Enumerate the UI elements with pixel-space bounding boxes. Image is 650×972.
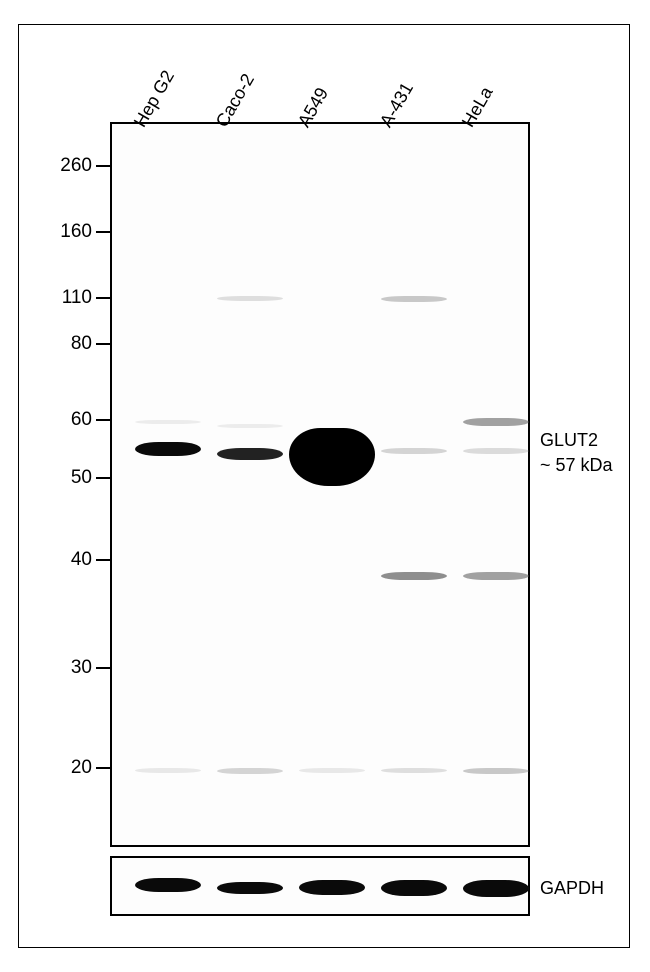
gapdh-band-A549-2 bbox=[299, 880, 365, 895]
main-band-Caco2-13 bbox=[217, 768, 283, 774]
main-band-A549-2 bbox=[289, 428, 375, 486]
main-band-HepG2-5 bbox=[135, 420, 201, 424]
gapdh-band-A431-3 bbox=[381, 880, 447, 896]
main-band-A431-3 bbox=[381, 448, 447, 454]
main-band-HeLa-4 bbox=[463, 448, 529, 454]
mw-label-40: 40 bbox=[48, 549, 92, 571]
main-band-HeLa-11 bbox=[463, 572, 529, 580]
mw-tick-30 bbox=[96, 667, 110, 669]
main-band-A431-10 bbox=[381, 572, 447, 580]
mw-label-60: 60 bbox=[48, 409, 92, 431]
gapdh-band-HepG2-0 bbox=[135, 878, 201, 892]
mw-tick-20 bbox=[96, 767, 110, 769]
mw-tick-110 bbox=[96, 297, 110, 299]
main-band-HepG2-12 bbox=[135, 768, 201, 773]
gapdh-band-HeLa-4 bbox=[463, 880, 529, 897]
main-band-Caco2-6 bbox=[217, 424, 283, 428]
mw-label-110: 110 bbox=[48, 287, 92, 309]
main-band-A549-14 bbox=[299, 768, 365, 773]
main-band-HepG2-0 bbox=[135, 442, 201, 456]
mw-tick-40 bbox=[96, 559, 110, 561]
mw-label-80: 80 bbox=[48, 333, 92, 355]
main-band-A431-9 bbox=[381, 296, 447, 302]
mw-label-20: 20 bbox=[48, 757, 92, 779]
mw-label-160: 160 bbox=[48, 221, 92, 243]
target-label-glut2: GLUT2 bbox=[540, 430, 598, 451]
mw-label-30: 30 bbox=[48, 657, 92, 679]
mw-label-260: 260 bbox=[48, 155, 92, 177]
mw-label-50: 50 bbox=[48, 467, 92, 489]
main-band-HeLa-7 bbox=[463, 418, 529, 426]
mw-tick-160 bbox=[96, 231, 110, 233]
target-label-gapdh: GAPDH bbox=[540, 878, 604, 899]
main-band-Caco2-1 bbox=[217, 448, 283, 460]
main-band-Caco2-8 bbox=[217, 296, 283, 301]
target-label-kda: ~ 57 kDa bbox=[540, 455, 613, 476]
gapdh-band-Caco2-1 bbox=[217, 882, 283, 894]
main-band-HeLa-16 bbox=[463, 768, 529, 774]
mw-tick-50 bbox=[96, 477, 110, 479]
mw-tick-80 bbox=[96, 343, 110, 345]
mw-tick-260 bbox=[96, 165, 110, 167]
mw-tick-60 bbox=[96, 419, 110, 421]
main-band-A431-15 bbox=[381, 768, 447, 773]
